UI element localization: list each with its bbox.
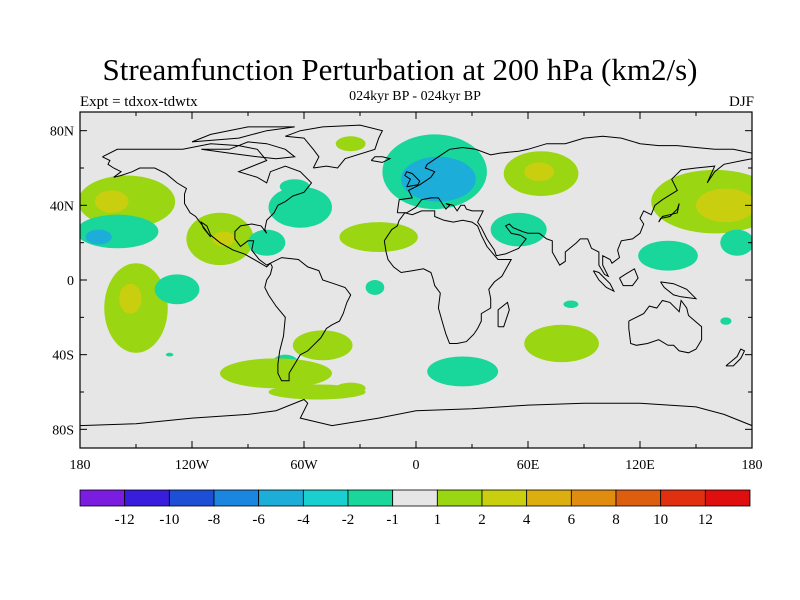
coastline-13 bbox=[725, 348, 746, 367]
colorbar-swatch-11 bbox=[570, 489, 617, 507]
x-tick-label-2: 60W bbox=[290, 458, 318, 473]
coastline-1 bbox=[285, 124, 384, 169]
contour-region-27 bbox=[524, 324, 599, 363]
experiment-label: Expt = tdxox-tdwtx bbox=[80, 94, 198, 110]
contour-region-29 bbox=[638, 240, 698, 271]
x-tick-label-0: 180 bbox=[70, 458, 91, 473]
x-tick-label-1: 120W bbox=[175, 458, 210, 473]
colorbar-swatch-4 bbox=[258, 489, 304, 507]
colorbar-swatch-14 bbox=[704, 489, 751, 507]
contour-region-3 bbox=[85, 229, 112, 245]
contour-region-24 bbox=[524, 162, 555, 182]
contour-region-14 bbox=[292, 330, 353, 361]
contour-region-20 bbox=[335, 136, 366, 152]
coastline-9 bbox=[404, 171, 421, 188]
contour-region-16 bbox=[220, 358, 332, 389]
contour-region-19 bbox=[165, 352, 174, 357]
colorbar-swatch-2 bbox=[168, 489, 215, 507]
colorbar-swatch-7 bbox=[392, 489, 438, 507]
coastline-8 bbox=[658, 203, 680, 223]
chart-title: Streamfunction Perturbation at 200 hPa (… bbox=[102, 52, 698, 87]
colorbar-swatch-6 bbox=[347, 489, 394, 507]
colorbar-label-12: 10 bbox=[653, 512, 668, 528]
y-tick-label-3: 40S bbox=[52, 349, 74, 364]
contour-region-10 bbox=[268, 186, 332, 228]
colorbar-label-10: 6 bbox=[568, 512, 576, 528]
contour-region-11 bbox=[279, 179, 310, 195]
coastline-11 bbox=[619, 268, 639, 287]
colorbar-label-7: 1 bbox=[434, 512, 442, 528]
colorbar-swatch-9 bbox=[481, 489, 528, 507]
x-tick-label-4: 60E bbox=[517, 458, 540, 473]
contour-region-13 bbox=[365, 280, 385, 295]
contour-region-31 bbox=[696, 188, 752, 223]
colorbar-label-13: 12 bbox=[698, 512, 713, 528]
contour-region-22 bbox=[401, 156, 476, 202]
colorbar-label-6: -1 bbox=[386, 512, 399, 528]
contour-region-18 bbox=[335, 382, 366, 394]
colorbar-swatch-13 bbox=[660, 489, 706, 507]
chart-subtitle: 024kyr BP - 024kyr BP bbox=[349, 89, 481, 104]
coastline-14 bbox=[370, 156, 392, 163]
coastline-0 bbox=[102, 143, 313, 268]
colorbar-swatch-5 bbox=[302, 489, 349, 507]
contour-region-1 bbox=[94, 190, 129, 213]
colorbar-swatch-12 bbox=[615, 489, 662, 507]
colorbar-label-0: -12 bbox=[115, 512, 135, 528]
contour-region-8 bbox=[212, 231, 235, 247]
coastline-3 bbox=[396, 135, 752, 278]
x-tick-label-5: 120E bbox=[625, 458, 655, 473]
contour-region-28 bbox=[563, 300, 579, 308]
contour-region-33 bbox=[720, 317, 732, 325]
coastline-10 bbox=[592, 270, 616, 293]
colorbar-label-2: -8 bbox=[208, 512, 221, 528]
colorbar-label-8: 2 bbox=[478, 512, 486, 528]
x-tick-label-3: 0 bbox=[413, 458, 420, 473]
colorbar-swatch-0 bbox=[79, 489, 126, 507]
coastline-16 bbox=[191, 126, 295, 143]
coastline-6 bbox=[628, 299, 703, 354]
coastline-2 bbox=[264, 257, 352, 382]
coastline-12 bbox=[660, 281, 698, 300]
coastline-4 bbox=[383, 210, 513, 344]
colorbar-swatch-8 bbox=[436, 489, 483, 507]
y-tick-label-1: 40N bbox=[50, 199, 74, 214]
contour-region-6 bbox=[154, 274, 200, 305]
y-tick-label-0: 80N bbox=[50, 125, 74, 140]
colorbar-label-1: -10 bbox=[159, 512, 179, 528]
coastlines bbox=[80, 124, 752, 427]
colorbar-label-4: -4 bbox=[297, 512, 310, 528]
colorbar-swatch-3 bbox=[213, 489, 260, 507]
contour-region-9 bbox=[247, 229, 286, 256]
colorbar-swatch-1 bbox=[124, 489, 170, 507]
y-tick-label-4: 80S bbox=[52, 423, 74, 438]
contour-region-2 bbox=[80, 214, 159, 249]
colorbar-label-11: 8 bbox=[612, 512, 620, 528]
season-label: DJF bbox=[728, 94, 754, 110]
contour-region-5 bbox=[119, 283, 142, 314]
coastline-15 bbox=[201, 141, 296, 160]
coastline-7 bbox=[80, 398, 752, 427]
colorbar-label-3: -6 bbox=[252, 512, 265, 528]
contour-region-26 bbox=[427, 356, 499, 387]
colorbar-label-9: 4 bbox=[523, 512, 531, 528]
y-tick-label-2: 0 bbox=[67, 274, 74, 289]
contour-region-12 bbox=[339, 222, 418, 252]
coastline-5 bbox=[497, 301, 510, 328]
colorbar-swatch-10 bbox=[526, 489, 572, 507]
x-tick-label-6: 180 bbox=[742, 458, 763, 473]
contour-layer bbox=[80, 134, 752, 400]
colorbar-label-5: -2 bbox=[342, 512, 355, 528]
contour-region-32 bbox=[720, 229, 752, 256]
